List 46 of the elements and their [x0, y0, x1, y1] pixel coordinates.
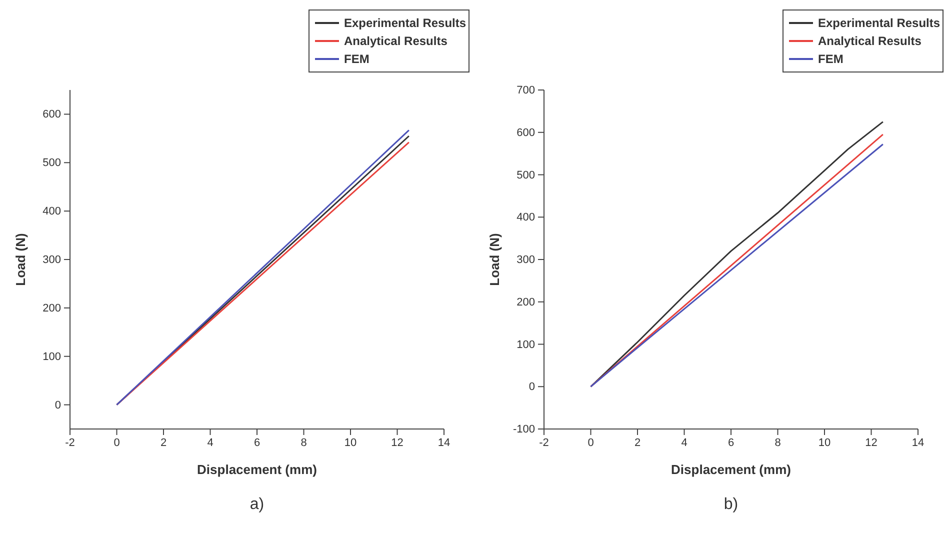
- y-tick-label: 600: [42, 108, 61, 121]
- y-tick-label: 400: [516, 212, 535, 224]
- x-tick-label: 2: [634, 436, 641, 449]
- y-tick-label: 100: [516, 338, 535, 351]
- x-tick-label: 6: [728, 436, 734, 449]
- y-axis-title: Load (N): [487, 233, 502, 286]
- x-tick-label: 10: [818, 436, 831, 449]
- x-tick-label: 12: [391, 436, 404, 449]
- y-tick-label: 0: [54, 399, 61, 412]
- x-tick-label: 8: [300, 436, 307, 449]
- x-tick-label: 2: [160, 436, 167, 449]
- legend-label: Experimental Results: [818, 16, 940, 30]
- x-axis-title: Displacement (mm): [671, 462, 791, 477]
- text: a): [250, 496, 264, 513]
- x-tick-label: 8: [774, 436, 781, 449]
- y-tick-label: 300: [516, 254, 535, 266]
- legend-label: Analytical Results: [344, 34, 448, 48]
- text: b): [724, 496, 738, 513]
- x-tick-label: 4: [207, 436, 214, 449]
- x-tick-label: 14: [438, 436, 450, 449]
- y-tick-label: -100: [512, 424, 535, 436]
- x-tick-label: 0: [588, 436, 594, 449]
- x-tick-label: 0: [114, 436, 120, 449]
- y-tick-label: 200: [516, 296, 535, 308]
- x-tick-label: -2: [65, 436, 75, 449]
- y-tick-label: 600: [516, 126, 535, 139]
- x-tick-label: 14: [912, 436, 924, 449]
- y-tick-label: 0: [528, 381, 535, 394]
- legend-label: FEM: [818, 52, 844, 66]
- y-tick-label: 100: [42, 350, 61, 363]
- y-tick-label: 500: [42, 157, 61, 170]
- y-tick-label: 500: [516, 169, 535, 182]
- x-tick-label: 10: [344, 436, 357, 449]
- y-tick-label: 700: [516, 84, 535, 97]
- x-tick-label: 4: [681, 436, 688, 449]
- legend-label: FEM: [344, 52, 370, 66]
- y-tick-label: 400: [42, 206, 61, 218]
- legend-label: Analytical Results: [818, 34, 922, 48]
- y-axis-title: Load (N): [13, 233, 28, 286]
- x-tick-label: 6: [254, 436, 260, 449]
- y-tick-label: 300: [42, 254, 61, 266]
- x-tick-label: -2: [539, 436, 549, 449]
- x-tick-label: 12: [865, 436, 878, 449]
- legend-label: Experimental Results: [344, 16, 466, 30]
- y-tick-label: 200: [42, 302, 61, 314]
- x-axis-title: Displacement (mm): [197, 462, 317, 477]
